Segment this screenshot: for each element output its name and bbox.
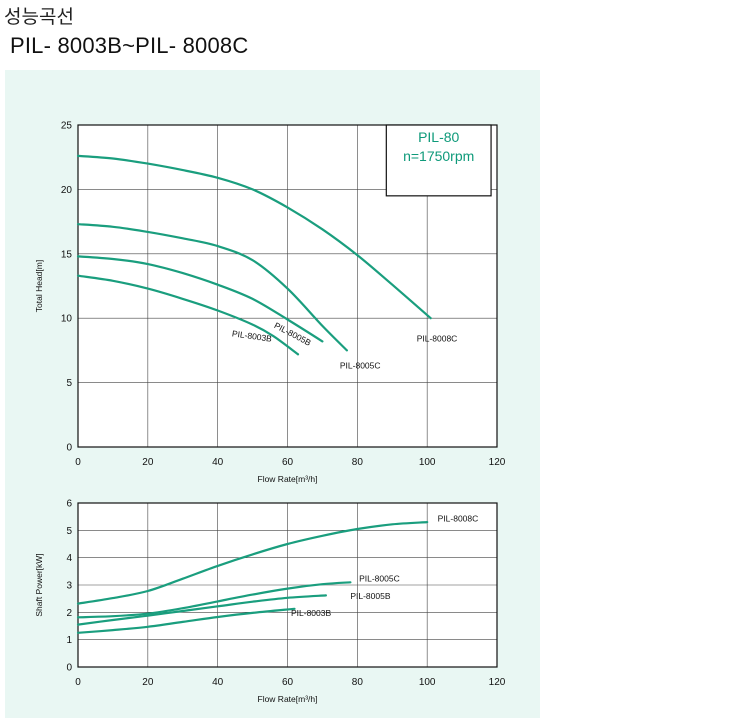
x-tick-label: 60 <box>282 677 294 688</box>
series-line-pil-8003b <box>76 274 300 356</box>
y-axis-label: Total Head[m] <box>34 260 44 312</box>
series-line-pil-8008c <box>76 521 429 605</box>
x-tick-label: 120 <box>489 457 506 468</box>
x-tick-label: 120 <box>489 677 506 688</box>
series-line-pil-8005c <box>76 223 348 352</box>
y-tick-label: 6 <box>66 499 72 510</box>
y-tick-label: 4 <box>66 553 72 564</box>
x-tick-label: 20 <box>142 677 154 688</box>
curve-label-pil-8008c: PIL-8008C <box>438 513 479 523</box>
y-tick-label: 25 <box>61 121 73 132</box>
series-line-pil-8005b <box>76 255 324 343</box>
series-line-pil-8005b <box>76 594 327 626</box>
curve-label-pil-8005c: PIL-8005C <box>359 573 400 583</box>
curve-label-pil-8003b: PIL-8003B <box>291 608 331 618</box>
series-line-pil-8005c <box>76 581 352 619</box>
x-axis-label: Flow Rate[m³/h] <box>258 694 318 704</box>
plot-frame <box>77 502 498 668</box>
chart-total-head: 0 20 40 60 80 100 120 0 5 10 15 20 25 Flow Rate[m³/h]… <box>34 121 506 485</box>
plot-frame <box>77 124 498 448</box>
x-tick-label: 100 <box>419 677 436 688</box>
x-tick-label: 60 <box>282 457 294 468</box>
y-tick-label: 0 <box>66 443 72 454</box>
x-tick-label: 40 <box>212 677 224 688</box>
y-tick-label: 2 <box>66 608 72 619</box>
curve-label-pil-8005b: PIL-8005B <box>350 591 390 601</box>
x-tick-label: 80 <box>352 457 364 468</box>
x-tick-label: 20 <box>142 457 154 468</box>
y-tick-label: 20 <box>61 185 73 196</box>
y-tick-label: 5 <box>66 378 72 389</box>
series-line-pil-8008c <box>76 154 432 320</box>
x-tick-label: 0 <box>75 677 81 688</box>
x-tick-label: 80 <box>352 677 364 688</box>
model-range-title: PIL- 8003B~PIL- 8008C <box>10 33 249 58</box>
x-tick-label: 100 <box>419 457 436 468</box>
model-note-line1: PIL-80 <box>418 129 459 145</box>
y-axis-label: Shaft Power[kW] <box>34 553 44 616</box>
y-tick-label: 3 <box>66 581 72 592</box>
y-tick-label: 5 <box>66 526 72 537</box>
y-tick-label: 1 <box>66 635 72 646</box>
series-line-pil-8003b <box>76 607 296 634</box>
x-axis-label: Flow Rate[m³/h] <box>258 474 318 484</box>
x-tick-label: 0 <box>75 457 81 468</box>
y-tick-label: 10 <box>61 314 73 325</box>
page-title: 성능곡선 <box>4 6 74 28</box>
model-note-line2: n=1750rpm <box>403 148 474 164</box>
x-tick-label: 40 <box>212 457 224 468</box>
curve-label-pil-8008c: PIL-8008C <box>417 333 458 343</box>
y-tick-label: 15 <box>61 249 73 260</box>
model-note-box <box>385 124 492 197</box>
curve-label-pil-8005c: PIL-8005C <box>340 360 381 370</box>
y-tick-label: 0 <box>66 663 72 674</box>
chart-shaft-power: 0 20 40 60 80 100 120 0 1 2 3 4 5 6 Flow Rate[m³/h] Sha… <box>34 499 506 705</box>
